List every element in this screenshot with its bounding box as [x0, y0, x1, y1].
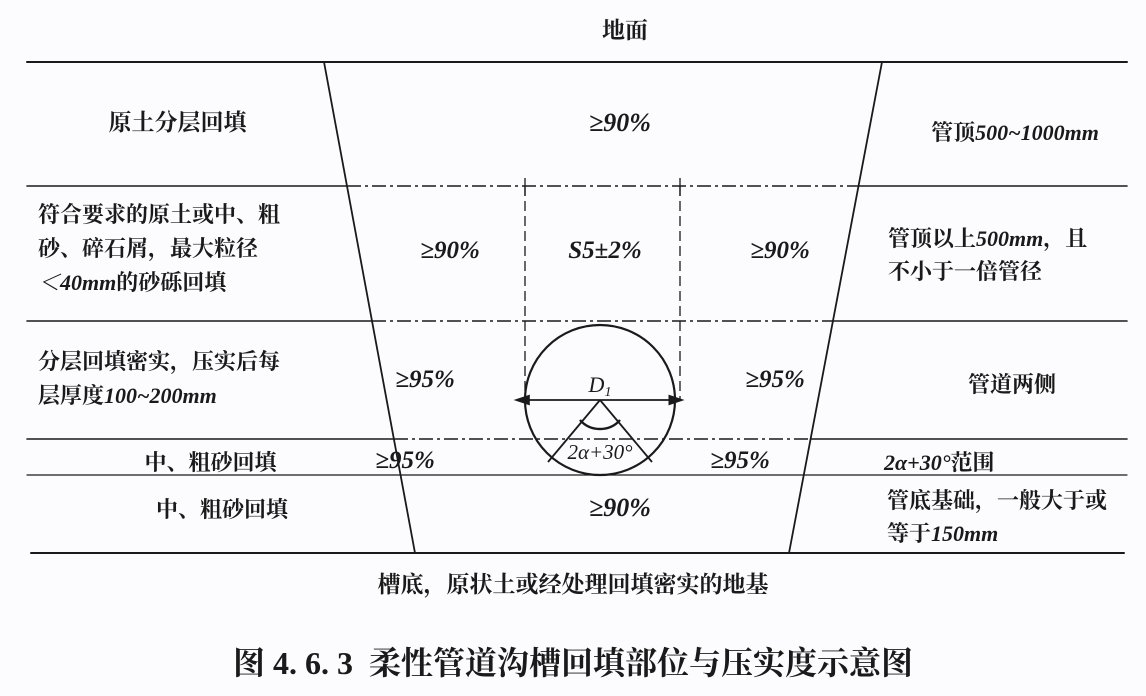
svg-text:2α+30°: 2α+30° — [567, 440, 633, 464]
svg-text:D1: D1 — [588, 372, 612, 400]
